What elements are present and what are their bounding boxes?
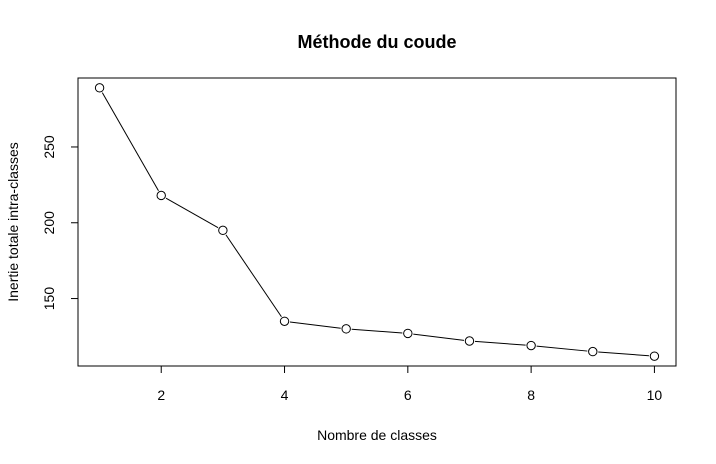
data-point xyxy=(588,346,598,357)
y-axis-label: Inertie totale intra-classes xyxy=(5,142,21,302)
x-axis-label: Nombre de classes xyxy=(317,427,437,443)
series-layer xyxy=(94,83,660,361)
series-segment xyxy=(474,340,526,346)
x-tick-label: 10 xyxy=(647,387,663,403)
data-point xyxy=(218,225,228,236)
x-axis: 2 4 6 8 10 xyxy=(157,365,663,403)
y-tick-label: 200 xyxy=(41,211,57,235)
series-segment xyxy=(351,328,403,334)
plot-box xyxy=(77,77,677,367)
y-tick-label: 150 xyxy=(41,287,57,311)
y-axis: 150 200 250 xyxy=(41,135,79,311)
data-point xyxy=(649,351,660,361)
series-segment xyxy=(225,234,282,318)
data-point xyxy=(464,336,475,346)
data-point xyxy=(526,340,536,351)
data-point xyxy=(156,190,166,201)
x-tick-label: 8 xyxy=(527,387,535,403)
series-segment xyxy=(598,351,649,357)
data-point xyxy=(279,316,290,326)
x-tick-label: 4 xyxy=(281,387,289,403)
y-tick-label: 250 xyxy=(41,135,57,159)
series-segment xyxy=(165,197,219,229)
x-tick-label: 6 xyxy=(404,387,412,403)
series-segment xyxy=(536,345,588,352)
data-point xyxy=(341,324,351,334)
x-tick-label: 2 xyxy=(157,387,165,403)
chart-title: Méthode du coude xyxy=(298,32,457,52)
series-segment xyxy=(413,333,465,341)
series-segment xyxy=(101,92,159,191)
data-point xyxy=(94,83,105,93)
series-segment xyxy=(289,321,341,329)
data-point xyxy=(403,328,413,339)
